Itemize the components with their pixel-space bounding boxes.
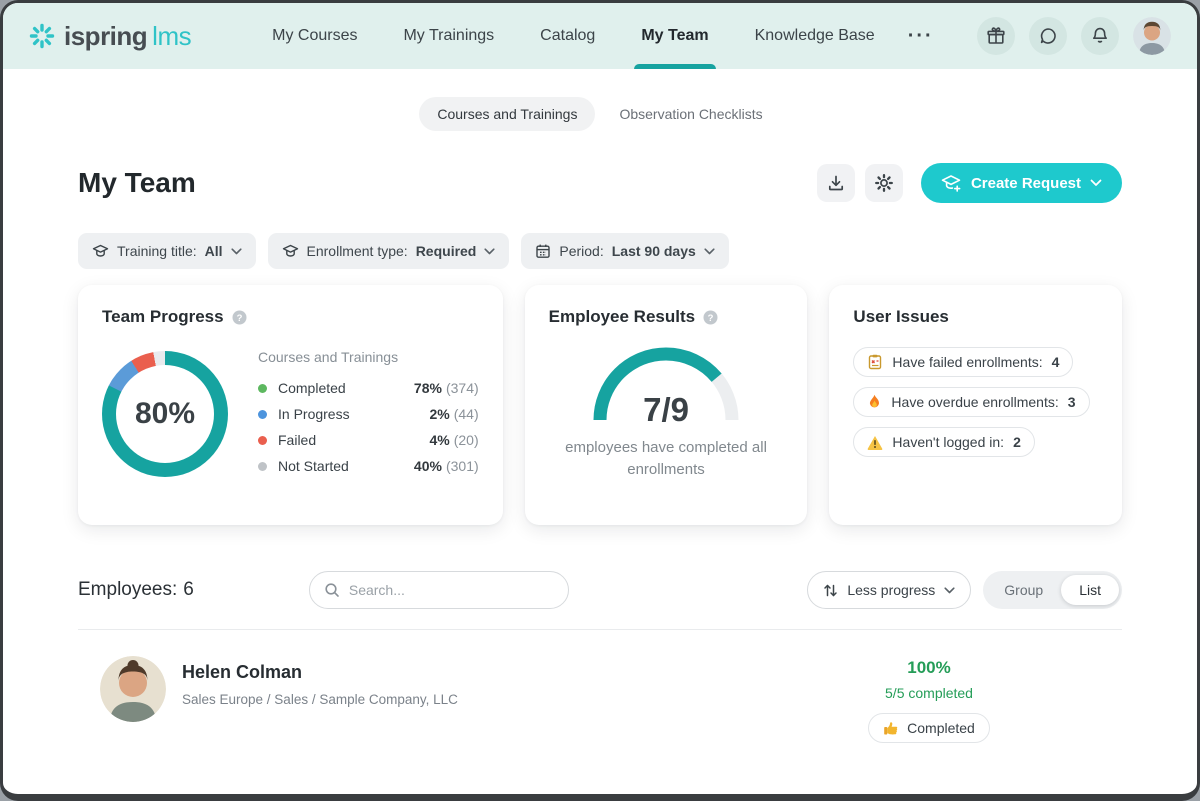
bell-icon — [1090, 26, 1110, 46]
title-actions: Create Request — [816, 163, 1122, 203]
chevron-down-icon — [230, 247, 242, 255]
employee-completed-count: 5/5 completed — [885, 685, 973, 701]
sort-dropdown[interactable]: Less progress — [807, 571, 972, 609]
chevron-down-icon — [704, 247, 715, 255]
settings-button[interactable] — [864, 164, 903, 202]
failed-enrollments-pill[interactable]: Have failed enrollments: 4 — [853, 347, 1074, 377]
completed-dot-icon — [258, 383, 267, 393]
list-divider — [78, 629, 1122, 630]
legend-heading: Courses and Trainings — [258, 349, 399, 365]
search-input[interactable] — [348, 582, 554, 598]
page-content: Courses and Trainings Observation Checkl… — [3, 69, 1197, 743]
legend-row-failed: Failed 4% (20) — [258, 427, 479, 453]
employee-row[interactable]: Helen Colman Sales Europe / Sales / Samp… — [78, 630, 1122, 743]
view-toggle-group[interactable]: Group — [1004, 582, 1044, 598]
chat-bubble-icon — [1038, 26, 1058, 46]
top-navigation-bar: ispring lms My Courses My Trainings Catal… — [3, 3, 1197, 69]
sort-arrows-icon — [823, 583, 838, 598]
failed-clipboard-icon — [867, 354, 883, 370]
employee-result: 100% 5/5 completed Completed — [864, 656, 994, 743]
employees-count: Employees: 6 — [78, 579, 194, 600]
gear-icon — [874, 173, 894, 193]
donut-center-value: 80% — [134, 397, 196, 430]
user-avatar[interactable] — [1133, 17, 1171, 55]
download-button[interactable] — [816, 164, 855, 202]
chevron-down-icon — [1090, 179, 1102, 187]
dashboard-cards: Team Progress ? 80% Courses and Training… — [78, 285, 1122, 525]
employee-results-gauge: 7/9 — [591, 341, 741, 428]
view-toggle-list[interactable]: List — [1061, 575, 1119, 605]
create-request-button[interactable]: Create Request — [920, 163, 1122, 203]
svg-text:?: ? — [236, 312, 242, 323]
page-title: My Team — [78, 167, 196, 198]
nav-item-my-trainings[interactable]: My Trainings — [403, 27, 495, 44]
nav-item-my-courses[interactable]: My Courses — [272, 27, 358, 44]
legend-row-in-progress: In Progress 2% (44) — [258, 401, 479, 427]
user-issues-title: User Issues — [853, 307, 949, 326]
overdue-enrollments-pill[interactable]: Have overdue enrollments: 3 — [853, 387, 1090, 417]
logo-wordmark: ispring lms — [64, 20, 192, 51]
main-nav: My Courses My Trainings Catalog My Team … — [249, 3, 944, 69]
employee-results-card: Employee Results ? 7/9 employees have co… — [524, 285, 808, 525]
not-logged-in-pill[interactable]: Haven't logged in: 2 — [853, 427, 1035, 457]
nav-item-catalog[interactable]: Catalog — [540, 27, 596, 44]
tab-courses-and-trainings[interactable]: Courses and Trainings — [419, 97, 596, 131]
filter-period[interactable]: Period: Last 90 days — [521, 233, 729, 269]
help-icon[interactable]: ? — [232, 310, 247, 325]
tab-observation-checklists[interactable]: Observation Checklists — [619, 106, 763, 122]
graduation-cap-icon — [92, 244, 109, 259]
team-progress-legend: Courses and Trainings Completed 78% (374… — [258, 349, 479, 479]
chevron-down-icon — [484, 247, 495, 255]
employee-results-title: Employee Results — [548, 307, 696, 326]
employee-avatar — [100, 656, 166, 722]
gauge-value: 7/9 — [643, 391, 689, 428]
chevron-down-icon — [944, 586, 955, 594]
employee-status-badge: Completed — [868, 713, 990, 743]
legend-row-completed: Completed 78% (374) — [258, 375, 479, 401]
employee-progress-pct: 100% — [907, 658, 951, 677]
failed-dot-icon — [258, 435, 267, 445]
not-started-dot-icon — [258, 461, 267, 471]
ispring-spinner-icon — [29, 23, 55, 49]
nav-item-my-team[interactable]: My Team — [618, 3, 731, 69]
team-progress-title: Team Progress — [102, 307, 224, 326]
header-actions — [977, 17, 1171, 55]
view-toggle: Group List — [983, 571, 1122, 609]
employee-department: Sales Europe / Sales / Sample Company, L… — [182, 692, 458, 707]
calendar-icon — [535, 243, 551, 259]
filter-training-title[interactable]: Training title: All — [78, 233, 256, 269]
search-icon — [324, 582, 340, 598]
gifts-button[interactable] — [977, 17, 1015, 55]
messages-button[interactable] — [1029, 17, 1067, 55]
team-progress-card: Team Progress ? 80% Courses and Training… — [78, 285, 503, 525]
notifications-button[interactable] — [1081, 17, 1119, 55]
svg-text:?: ? — [708, 312, 714, 323]
fire-icon — [867, 394, 882, 410]
in-progress-dot-icon — [258, 409, 267, 419]
report-tabs: Courses and Trainings Observation Checkl… — [78, 69, 1122, 131]
help-icon[interactable]: ? — [703, 310, 718, 325]
filter-bar: Training title: All Enrollment type: Requi… — [78, 233, 1122, 269]
gift-icon — [986, 26, 1006, 46]
employee-info: Helen Colman Sales Europe / Sales / Samp… — [182, 656, 458, 707]
employee-search[interactable] — [308, 571, 569, 609]
team-progress-donut: 80% — [102, 351, 228, 477]
warning-icon — [867, 435, 883, 450]
employee-name[interactable]: Helen Colman — [182, 662, 303, 682]
download-icon — [827, 174, 845, 192]
nav-more-menu[interactable]: ··· — [907, 24, 934, 47]
nav-item-knowledge-base[interactable]: Knowledge Base — [754, 27, 875, 44]
employees-toolbar: Employees:6 Less progress — [78, 571, 1122, 609]
thumbs-up-icon — [883, 720, 899, 736]
legend-row-not-started: Not Started 40% (301) — [258, 453, 479, 479]
user-issues-card: User Issues Have f — [829, 285, 1122, 525]
graduation-cap-plus-icon — [941, 174, 962, 193]
ispring-logo[interactable]: ispring lms — [29, 20, 192, 52]
gauge-caption: employees have completed all enrollments — [565, 439, 767, 478]
graduation-cap-icon — [282, 244, 299, 259]
filter-enrollment-type[interactable]: Enrollment type: Required — [267, 233, 510, 269]
